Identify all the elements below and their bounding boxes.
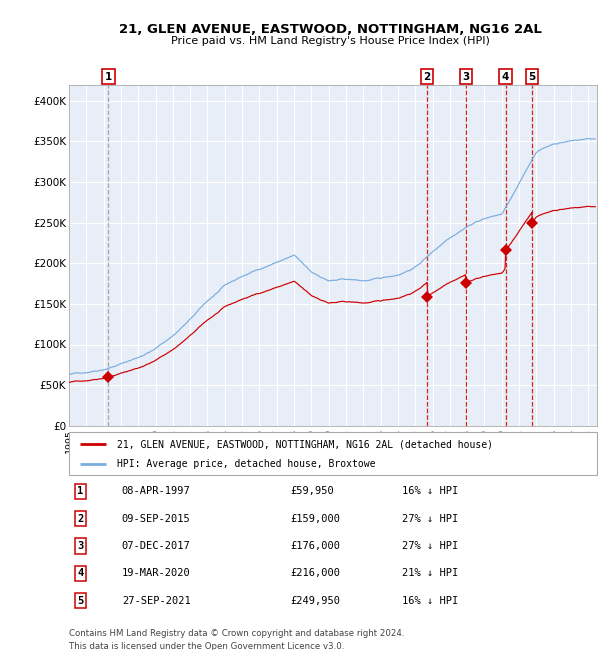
Text: 19-MAR-2020: 19-MAR-2020 [122,568,191,578]
Text: Contains HM Land Registry data © Crown copyright and database right 2024.: Contains HM Land Registry data © Crown c… [69,629,404,638]
Text: HPI: Average price, detached house, Broxtowe: HPI: Average price, detached house, Brox… [116,459,375,469]
Text: 16% ↓ HPI: 16% ↓ HPI [401,595,458,606]
Text: £249,950: £249,950 [291,595,341,606]
Text: 1: 1 [104,72,112,82]
Text: 3: 3 [77,541,84,551]
Text: 27% ↓ HPI: 27% ↓ HPI [401,514,458,524]
Text: 2: 2 [77,514,84,524]
Text: 21, GLEN AVENUE, EASTWOOD, NOTTINGHAM, NG16 2AL (detached house): 21, GLEN AVENUE, EASTWOOD, NOTTINGHAM, N… [116,439,493,449]
Text: This data is licensed under the Open Government Licence v3.0.: This data is licensed under the Open Gov… [69,642,344,650]
Text: 16% ↓ HPI: 16% ↓ HPI [401,486,458,497]
Text: 1: 1 [77,486,84,497]
Text: 4: 4 [77,568,84,578]
Text: £59,950: £59,950 [291,486,335,497]
Text: 07-DEC-2017: 07-DEC-2017 [122,541,191,551]
Text: £216,000: £216,000 [291,568,341,578]
Text: 08-APR-1997: 08-APR-1997 [122,486,191,497]
Text: 5: 5 [528,72,536,82]
Text: 21% ↓ HPI: 21% ↓ HPI [401,568,458,578]
Text: £159,000: £159,000 [291,514,341,524]
Text: 09-SEP-2015: 09-SEP-2015 [122,514,191,524]
Text: Price paid vs. HM Land Registry's House Price Index (HPI): Price paid vs. HM Land Registry's House … [170,36,490,46]
Text: 5: 5 [77,595,84,606]
Text: 4: 4 [502,72,509,82]
FancyBboxPatch shape [69,432,597,474]
Text: 3: 3 [463,72,470,82]
Text: 27% ↓ HPI: 27% ↓ HPI [401,541,458,551]
Text: 2: 2 [424,72,431,82]
Text: £176,000: £176,000 [291,541,341,551]
Text: 27-SEP-2021: 27-SEP-2021 [122,595,191,606]
Text: 21, GLEN AVENUE, EASTWOOD, NOTTINGHAM, NG16 2AL: 21, GLEN AVENUE, EASTWOOD, NOTTINGHAM, N… [119,23,541,36]
